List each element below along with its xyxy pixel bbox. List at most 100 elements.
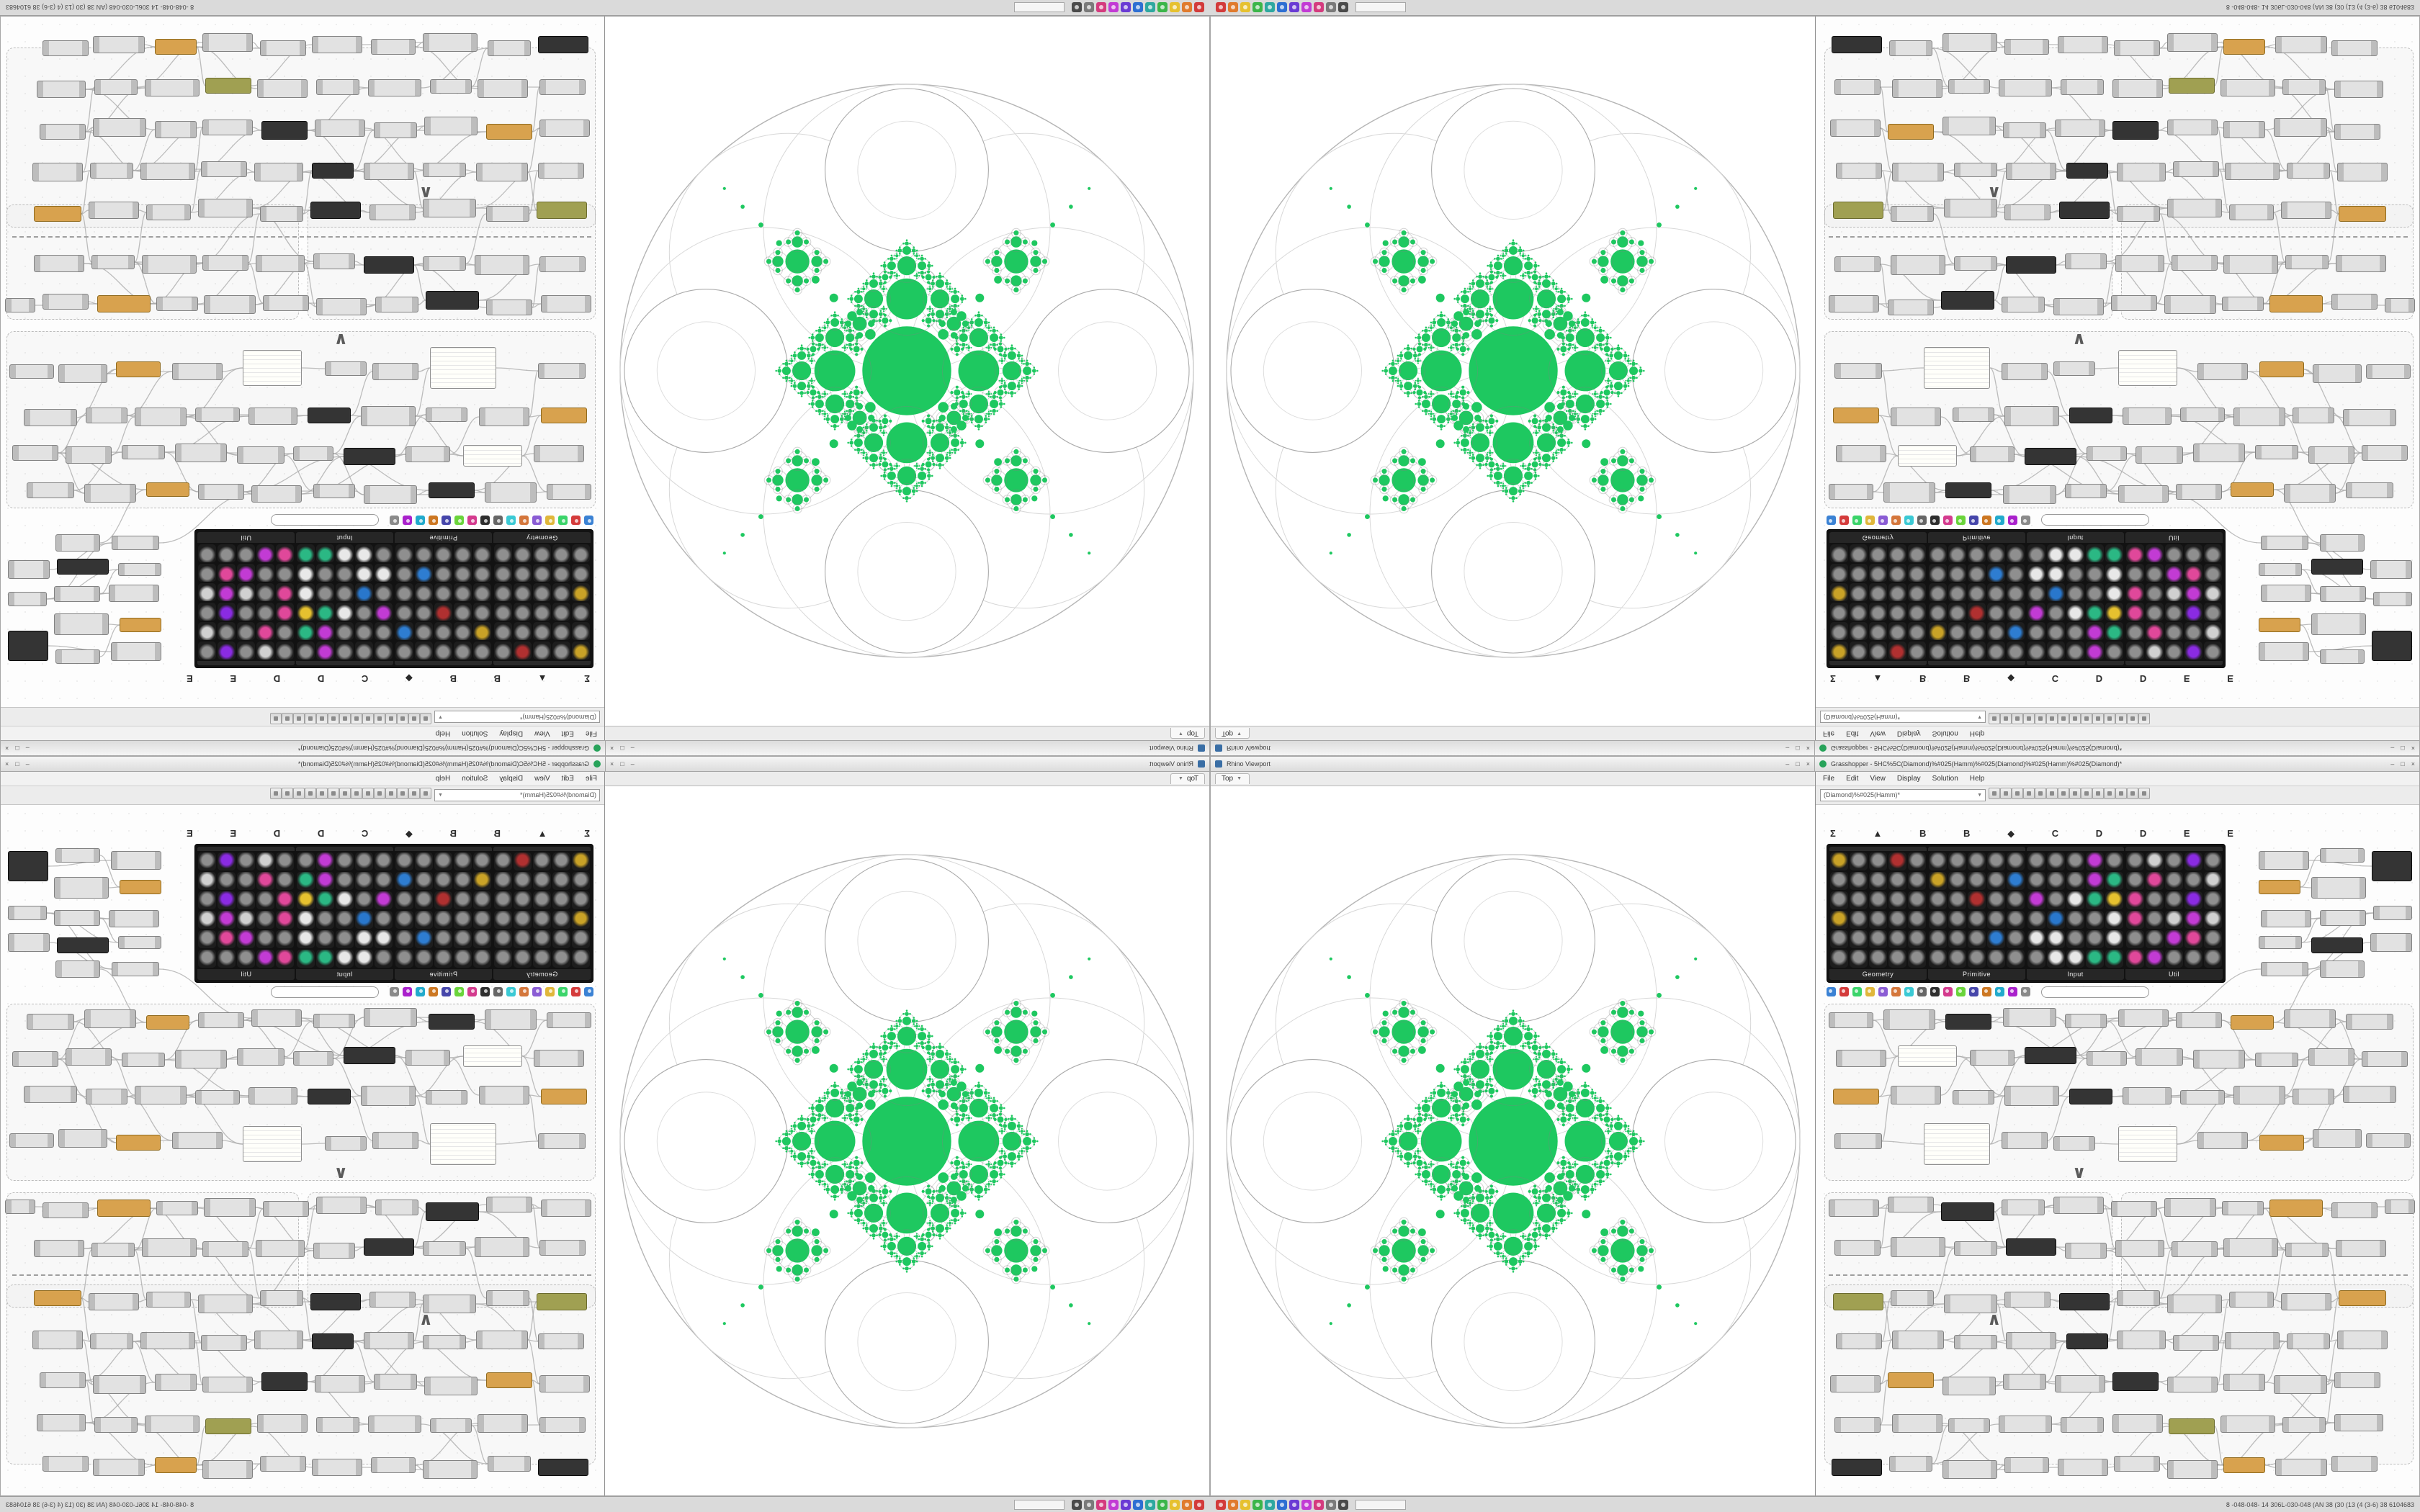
component-icon[interactable]: [256, 910, 274, 929]
taskbar-icon[interactable]: [1277, 2, 1287, 13]
gh-node[interactable]: [260, 40, 306, 57]
component-icon[interactable]: [1869, 871, 1887, 890]
gh-node[interactable]: [42, 1202, 89, 1218]
component-icon[interactable]: [1869, 622, 1887, 641]
gh-node[interactable]: [426, 291, 479, 310]
component-icon[interactable]: [415, 603, 433, 621]
component-icon[interactable]: [415, 544, 433, 563]
component-icon[interactable]: [454, 564, 472, 582]
canvas-toolbar-icon[interactable]: [1917, 515, 1927, 525]
gh-node[interactable]: [2311, 613, 2366, 636]
ribbon-tab[interactable]: D: [317, 828, 325, 840]
component-icon[interactable]: [2146, 871, 2164, 890]
gh-node[interactable]: [175, 444, 227, 463]
component-icon[interactable]: [2066, 603, 2084, 621]
component-icon[interactable]: [454, 544, 472, 563]
ribbon-tab[interactable]: C: [2051, 828, 2059, 840]
gh-node[interactable]: [261, 1372, 308, 1391]
gh-node[interactable]: [541, 1199, 591, 1217]
component-icon[interactable]: [1948, 622, 1966, 641]
component-icon[interactable]: [454, 930, 472, 948]
gh-node[interactable]: [538, 1333, 584, 1349]
component-icon[interactable]: [2126, 603, 2144, 621]
gh-operator-node[interactable]: ∨: [2072, 1162, 2087, 1182]
gh-node[interactable]: [310, 202, 361, 220]
canvas-toolbar-icon[interactable]: [2021, 515, 2030, 525]
component-icon[interactable]: [2146, 910, 2164, 929]
canvas-toolbar-icon[interactable]: [506, 515, 516, 525]
component-icon[interactable]: [375, 603, 393, 621]
component-icon[interactable]: [514, 544, 532, 563]
component-icon[interactable]: [1908, 871, 1926, 890]
close-button[interactable]: ×: [1806, 760, 1810, 768]
gh-node[interactable]: [1942, 33, 1997, 53]
gh-node[interactable]: [120, 879, 161, 894]
document-combo[interactable]: (Diamond)%#025(Hamm)* ▼: [434, 711, 600, 724]
gh-node[interactable]: [2173, 1334, 2219, 1351]
toolbar-button[interactable]: [2092, 787, 2104, 799]
component-icon[interactable]: [2027, 583, 2045, 602]
gh-node[interactable]: [2281, 1292, 2331, 1310]
gh-node[interactable]: [202, 120, 253, 136]
gh-node[interactable]: [2223, 1457, 2265, 1473]
toolbar-button[interactable]: [305, 787, 316, 799]
gh-node[interactable]: [2285, 1242, 2329, 1257]
canvas-toolbar-icon[interactable]: [558, 515, 568, 525]
gh-node[interactable]: [116, 1134, 161, 1151]
component-icon[interactable]: [355, 852, 373, 870]
component-icon[interactable]: [2105, 891, 2123, 909]
component-icon[interactable]: [533, 852, 551, 870]
canvas-toolbar-icon[interactable]: [1995, 987, 2004, 997]
component-icon[interactable]: [1908, 642, 1926, 660]
gh-node[interactable]: [539, 256, 586, 273]
gh-node[interactable]: [256, 255, 305, 273]
gh-node[interactable]: [2269, 1199, 2323, 1217]
component-icon[interactable]: [2126, 910, 2144, 929]
component-icon[interactable]: [2105, 583, 2123, 602]
gh-node[interactable]: [94, 1416, 138, 1433]
canvas-toolbar-icon[interactable]: [1852, 987, 1862, 997]
component-icon[interactable]: [218, 603, 236, 621]
canvas-toolbar-icon[interactable]: [1904, 987, 1914, 997]
gh-node[interactable]: [1970, 446, 2015, 463]
gh-node[interactable]: [2275, 1458, 2327, 1476]
gh-node[interactable]: [538, 163, 584, 179]
component-icon[interactable]: [237, 622, 255, 641]
gh-node[interactable]: [1970, 1049, 2015, 1066]
component-icon[interactable]: [454, 583, 472, 602]
component-icon[interactable]: [552, 949, 570, 968]
component-icon[interactable]: [2007, 544, 2025, 563]
component-icon[interactable]: [2105, 564, 2123, 582]
gh-node[interactable]: [1999, 79, 2052, 97]
gh-node[interactable]: [2229, 204, 2274, 221]
component-icon[interactable]: [2086, 852, 2104, 870]
gh-node[interactable]: [202, 255, 248, 271]
gh-node[interactable]: [429, 1013, 475, 1030]
gh-node[interactable]: [2197, 363, 2248, 381]
toolbar-button[interactable]: [408, 787, 420, 799]
component-icon[interactable]: [2027, 544, 2045, 563]
component-icon[interactable]: [2204, 603, 2222, 621]
canvas-toolbar-icon[interactable]: [1917, 987, 1927, 997]
taskbar-icon[interactable]: [1228, 1499, 1238, 1510]
gh-node[interactable]: [2112, 121, 2159, 140]
gh-node[interactable]: [2123, 408, 2172, 426]
taskbar-icon[interactable]: [1096, 2, 1106, 13]
component-icon[interactable]: [1948, 544, 1966, 563]
component-icon[interactable]: [375, 564, 393, 582]
component-icon[interactable]: [454, 871, 472, 890]
component-icon[interactable]: [1850, 871, 1868, 890]
component-icon[interactable]: [2047, 622, 2065, 641]
component-icon[interactable]: [2204, 583, 2222, 602]
taskbar-icon[interactable]: [1096, 1499, 1106, 1510]
gh-node[interactable]: [57, 937, 109, 953]
toolbar-button[interactable]: [328, 787, 339, 799]
component-icon[interactable]: [514, 642, 532, 660]
grasshopper-canvas[interactable]: Σ ▲ B B ◆ C D D E E Geometry Primitive Input Util ∨ ∧: [1816, 804, 2419, 1495]
ribbon-tab[interactable]: D: [273, 672, 281, 684]
gh-node[interactable]: [2167, 1459, 2218, 1479]
component-icon[interactable]: [316, 603, 334, 621]
component-icon[interactable]: [1968, 910, 1986, 929]
toolbar-button[interactable]: [328, 713, 339, 725]
component-icon[interactable]: [1830, 603, 1848, 621]
